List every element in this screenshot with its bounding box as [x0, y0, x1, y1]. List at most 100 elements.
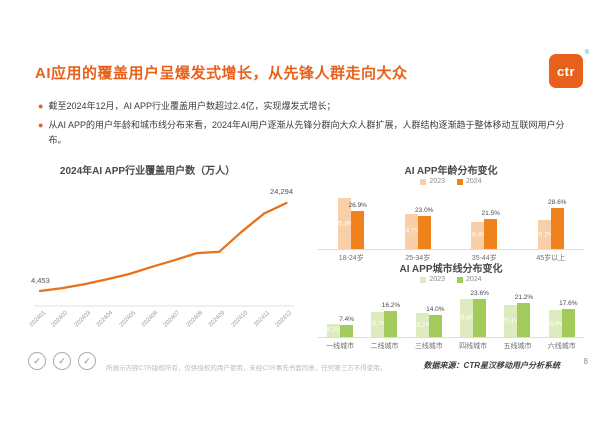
bullet-text: 截至2024年12月，AI APP行业覆盖用户数超过2.4亿，实现爆发式增长； [48, 101, 336, 111]
legend-item-2023: 2023 [420, 276, 445, 283]
age-chart-panel: AI APP年龄分布变化 2023 2024 35.8% 26.9% 24.7% 23.… [318, 162, 584, 263]
bar-value-label: 16.2% [381, 302, 401, 310]
category-label: 五线城市 [503, 343, 532, 350]
category-label: 一线城市 [326, 343, 355, 350]
category-label: 六线城市 [547, 343, 576, 350]
category-label: 四线城市 [459, 343, 488, 350]
bullet-dot-icon: ● [38, 101, 44, 111]
bar-group: 15.7% 16.2% [362, 302, 406, 337]
line-chart-title: 2024年AI APP行业覆盖用户数（万人） [59, 166, 236, 177]
bar-value-label: 23.8% [457, 314, 476, 322]
registered-mark-icon: ® [584, 50, 589, 56]
bar-2023: 8.3% [326, 323, 341, 337]
legend-item-2024: 2024 [457, 276, 482, 283]
city-chart-bars: 8.3% 7.4% 15.7% 16.2% 15.2% 14.0% 23.8% 23.6% 20… [318, 287, 584, 338]
certification-seal-icon: ✓ [53, 352, 71, 370]
x-tick-label: 202410 [230, 310, 249, 329]
bar-value-label: 21.5% [481, 209, 500, 217]
bar-group: 20.2% 28.6% [518, 199, 585, 249]
bar-group: 15.2% 14.0% [407, 306, 451, 337]
x-tick-label: 202404 [96, 310, 115, 329]
bar-2023: 15.2% [413, 312, 432, 337]
bar-value-label: 23.0% [415, 207, 434, 215]
bar-group: 19.4% 21.5% [451, 210, 518, 249]
bar-group: 8.3% 7.4% [318, 316, 362, 337]
bar-2023: 20.2% [535, 220, 554, 249]
category-label: 35-44岁 [471, 255, 497, 262]
age-chart-categories: 18-24岁 25-34岁 35-44岁 45岁以上 [318, 250, 584, 263]
first-point-label: 4,453 [31, 276, 50, 285]
legend-label: 2023 [429, 178, 445, 185]
legend-swatch-icon [420, 276, 427, 283]
bar-value-label: 15.7% [368, 320, 388, 328]
category-label: 18-24岁 [338, 255, 364, 262]
bar-value-label: 20.2% [535, 231, 554, 239]
bar-value-label: 7.4% [339, 316, 355, 324]
bar-2023: 35.8% [335, 198, 354, 249]
bar-2024: 23.0% [415, 207, 433, 249]
legend-swatch-icon [457, 178, 463, 185]
legend-label: 2024 [466, 178, 482, 185]
bar-2024: 16.2% [382, 302, 400, 337]
bar-value-label: 20.1% [501, 317, 521, 325]
legend-swatch-icon [457, 276, 463, 283]
bar-2024: 17.6% [559, 300, 578, 337]
bar-value-label: 14.0% [426, 305, 445, 313]
bar-2023: 24.7% [402, 213, 421, 249]
bar-2024: 7.4% [339, 316, 354, 337]
bar-value-label: 16.9% [546, 320, 565, 327]
certification-seal-icon: ✓ [28, 352, 46, 370]
bar-value-label: 26.9% [348, 201, 367, 209]
data-source: 数据来源：CTR星汉移动用户分析系统 [423, 361, 560, 370]
line-chart-svg: 4,453 24,294 [31, 187, 294, 307]
copyright-notice: 所展示内容CTR版权所有，仅供授权的用户使用，未经CTR事先书面同意，任何第三方… [106, 365, 387, 372]
line-chart-x-axis: 202401 202402 202403 202404 202405 202406 2024… [29, 308, 315, 344]
trend-line [38, 201, 288, 293]
bar-group: 20.1% 21.2% [495, 294, 539, 337]
x-tick-label: 202412 [275, 310, 294, 329]
bar-2023: 20.1% [501, 304, 521, 337]
bar-2024: 26.9% [349, 202, 367, 249]
city-chart-title: AI APP城市线分布变化 [399, 264, 503, 275]
bar-2024: 21.2% [515, 294, 533, 337]
bar-group: 23.8% 23.6% [451, 290, 495, 337]
bar-group: 24.7% 23.0% [385, 207, 452, 249]
bullet-item: ● 从AI APP的用户年龄和城市线分布来看，2024年AI用户逐渐从先锋分群向… [38, 118, 568, 147]
legend-label: 2023 [429, 276, 445, 283]
legend-swatch-icon [420, 178, 427, 185]
summary-bullets: ● 截至2024年12月，AI APP行业覆盖用户数超过2.4亿，实现爆发式增长… [38, 99, 568, 152]
bullet-text: 从AI APP的用户年龄和城市线分布来看，2024年AI用户逐渐从先锋分群向大众… [48, 120, 565, 145]
bar-value-label: 35.8% [335, 220, 354, 228]
legend-item-2024: 2024 [457, 178, 482, 185]
bar-group: 35.8% 26.9% [318, 198, 385, 249]
bar-value-label: 17.6% [559, 299, 578, 307]
category-label: 二线城市 [370, 343, 399, 350]
bar-value-label: 21.2% [514, 294, 534, 302]
age-chart-title: AI APP年龄分布变化 [404, 166, 498, 177]
certification-seals: ✓ ✓ ✓ [28, 352, 96, 370]
ctr-logo-text: ctr [556, 63, 576, 79]
page-number: 8 [583, 357, 588, 366]
bar-value-label: 28.6% [548, 199, 567, 207]
bar-value-label: 23.6% [470, 290, 489, 298]
bullet-dot-icon: ● [38, 120, 44, 131]
bar-value-label: 15.2% [413, 321, 432, 329]
certification-seal-icon: ✓ [78, 352, 96, 370]
x-tick-label: 202402 [51, 310, 70, 329]
x-tick-label: 202407 [163, 310, 182, 329]
category-label: 45岁以上 [536, 255, 566, 262]
city-chart-legend: 2023 2024 [318, 276, 584, 283]
bar-2023: 16.9% [546, 310, 565, 337]
bar-group: 16.9% 17.6% [540, 300, 584, 337]
line-chart-panel: 2024年AI APP行业覆盖用户数（万人） 4,453 24,294 20240… [29, 162, 315, 345]
legend-label: 2024 [466, 276, 482, 283]
age-chart-legend: 2023 2024 [318, 178, 584, 185]
bullet-item: ● 截至2024年12月，AI APP行业覆盖用户数超过2.4亿，实现爆发式增长… [38, 99, 568, 113]
last-point-label: 24,294 [270, 187, 293, 196]
category-label: 三线城市 [414, 343, 443, 350]
bar-2024: 21.5% [482, 210, 500, 249]
bar-value-label: 19.4% [468, 231, 487, 239]
bar-2024: 28.6% [548, 199, 566, 249]
bar-value-label: 24.7% [402, 227, 421, 235]
